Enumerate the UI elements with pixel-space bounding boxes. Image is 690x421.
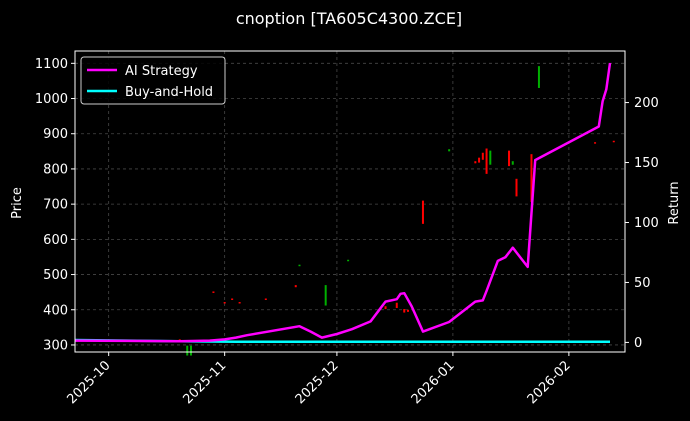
candle-bar — [238, 302, 241, 304]
candle-bar — [294, 285, 297, 288]
y-right-tick-label: 200 — [634, 96, 659, 111]
chart-title: cnoption [TA605C4300.ZCE] — [236, 9, 462, 28]
candle-bar — [421, 200, 424, 224]
y-left-tick-label: 700 — [43, 198, 68, 213]
candle-bar — [212, 291, 215, 293]
candle-bar — [264, 298, 267, 300]
candle-bar — [448, 149, 451, 152]
y-right-tick-label: 100 — [634, 216, 659, 231]
y-right-tick-label: 0 — [634, 336, 642, 351]
candle-bar — [511, 161, 514, 165]
y-left-tick-label: 1100 — [35, 57, 68, 72]
y-left-tick-label: 600 — [43, 233, 68, 248]
candle-bar — [298, 264, 301, 267]
legend-label-ai-strategy: AI Strategy — [125, 64, 198, 79]
y-left-tick-label: 800 — [43, 162, 68, 177]
candle-bar — [594, 142, 597, 144]
y-right-tick-label: 50 — [634, 276, 651, 291]
candle-bar — [324, 285, 327, 306]
series-lines — [74, 62, 612, 344]
candle-bar — [478, 157, 481, 163]
candle-bar — [537, 66, 540, 88]
candle-bar — [489, 150, 492, 165]
y-right-tick-label: 150 — [634, 156, 659, 171]
y-left-tick-label: 900 — [43, 127, 68, 142]
candle-bar — [508, 150, 511, 167]
legend: AI Strategy Buy-and-Hold — [80, 56, 226, 105]
legend-label-buy-and-hold: Buy-and-Hold — [125, 85, 213, 100]
y-left-tick-label: 400 — [43, 303, 68, 318]
candle-bar — [474, 161, 477, 164]
candle-bar — [612, 140, 615, 143]
y-left-tick-label: 300 — [43, 338, 68, 353]
candle-bar — [481, 152, 484, 160]
y-axis-left-title: Price — [10, 187, 25, 219]
plot-frame — [74, 50, 626, 353]
candle-bar — [347, 259, 350, 262]
y-axis-right-title: Return — [667, 181, 682, 224]
candle-bar — [395, 302, 398, 308]
y-left-tick-label: 500 — [43, 268, 68, 283]
candle-bar — [403, 309, 406, 313]
series-line-ai-strategy — [74, 62, 612, 343]
candle-bar — [485, 148, 488, 174]
candle-bar — [223, 302, 226, 304]
candle-bar — [406, 309, 409, 312]
candle-bar — [186, 345, 189, 356]
candle-bar — [515, 178, 518, 197]
candle-bar — [189, 345, 192, 356]
candle-bar — [231, 298, 234, 300]
y-left-tick-label: 1000 — [35, 92, 68, 107]
candle-bar — [384, 306, 387, 310]
candle-bar — [530, 154, 533, 203]
